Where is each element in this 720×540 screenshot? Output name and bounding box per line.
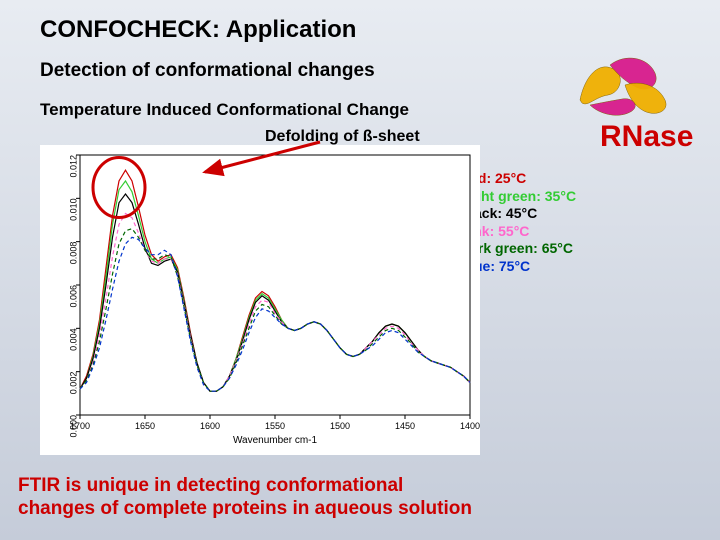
svg-text:0.010: 0.010 (68, 198, 78, 221)
svg-text:1400: 1400 (460, 421, 480, 431)
subtitle-temperature: Temperature Induced Conformational Chang… (40, 100, 409, 120)
protein-structure-graphic (570, 45, 675, 123)
svg-text:0.004: 0.004 (68, 328, 78, 351)
defolding-label: Defolding of ß-sheet (265, 128, 420, 146)
bottom-caption: FTIR is unique in detecting conformation… (18, 475, 472, 521)
svg-text:1450: 1450 (395, 421, 415, 431)
svg-text:Wavenumber cm-1: Wavenumber cm-1 (233, 435, 318, 446)
bottom-caption-line2: changes of complete proteins in aqueous … (18, 498, 472, 521)
svg-text:1500: 1500 (330, 421, 350, 431)
bottom-caption-line1: FTIR is unique in detecting conformation… (18, 475, 472, 498)
svg-text:1600: 1600 (200, 421, 220, 431)
subtitle-detection: Detection of conformational changes (40, 60, 375, 82)
ftir-spectrum-chart: 1700165016001550150014501400Wavenumber c… (40, 145, 480, 455)
svg-text:0.000: 0.000 (68, 415, 78, 438)
svg-text:0.012: 0.012 (68, 155, 78, 178)
svg-text:0.008: 0.008 (68, 242, 78, 265)
svg-text:0.002: 0.002 (68, 372, 78, 395)
page-title: CONFOCHECK: Application (40, 16, 356, 44)
svg-text:1650: 1650 (135, 421, 155, 431)
svg-text:1550: 1550 (265, 421, 285, 431)
svg-text:0.006: 0.006 (68, 285, 78, 308)
rnase-label: RNase (600, 120, 693, 154)
